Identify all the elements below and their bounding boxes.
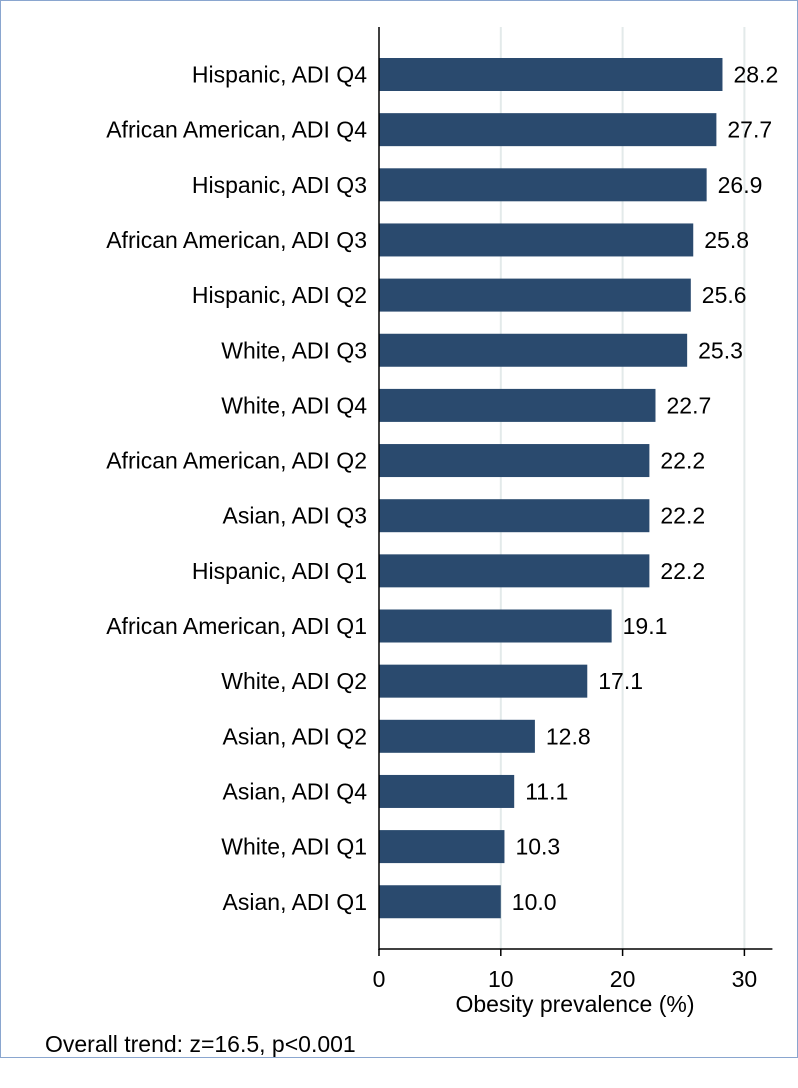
value-label: 22.2 — [660, 448, 705, 474]
category-label: African American, ADI Q1 — [106, 613, 367, 639]
x-axis-title: Obesity prevalence (%) — [455, 991, 694, 1017]
bar — [379, 388, 656, 422]
value-label: 25.3 — [698, 337, 743, 363]
bar — [379, 830, 505, 864]
value-label: 25.8 — [704, 227, 749, 253]
bar — [379, 168, 707, 202]
value-label: 10.3 — [515, 834, 560, 860]
bar — [379, 774, 515, 808]
bar-chart: Hispanic, ADI Q4 28.2 African American, AD… — [106, 27, 778, 1017]
category-label: White, ADI Q3 — [221, 337, 367, 363]
value-label: 12.8 — [546, 723, 591, 749]
category-label: African American, ADI Q2 — [106, 448, 367, 474]
bar — [379, 278, 691, 312]
bar — [379, 58, 723, 91]
value-label: 27.7 — [727, 117, 772, 143]
category-label: Asian, ADI Q1 — [223, 889, 367, 915]
category-label: Asian, ADI Q3 — [223, 503, 367, 529]
category-label: Hispanic, ADI Q2 — [192, 282, 367, 308]
chart-frame: Hispanic, ADI Q4 28.2 African American, AD… — [0, 0, 798, 1058]
category-label: African American, ADI Q3 — [106, 227, 367, 253]
value-label: 22.7 — [666, 392, 711, 418]
x-tick-label: 0 — [373, 966, 386, 992]
bar — [379, 444, 650, 478]
value-label: 26.9 — [718, 172, 763, 198]
category-label: Asian, ADI Q2 — [223, 723, 367, 749]
bar — [379, 719, 535, 753]
bar — [379, 664, 588, 698]
category-label: Hispanic, ADI Q1 — [192, 558, 367, 584]
category-label: African American, ADI Q4 — [106, 117, 367, 143]
value-label: 11.1 — [525, 778, 568, 804]
value-label: 17.1 — [598, 668, 643, 694]
value-label: 22.2 — [660, 503, 705, 529]
value-label: 19.1 — [623, 613, 668, 639]
value-label: 22.2 — [660, 558, 705, 584]
bar — [379, 499, 650, 533]
category-label: White, ADI Q1 — [221, 834, 367, 860]
category-label: White, ADI Q2 — [221, 668, 367, 694]
category-label: Hispanic, ADI Q3 — [192, 172, 367, 198]
bar — [379, 113, 717, 147]
value-label: 28.2 — [733, 62, 778, 88]
x-tick-label: 10 — [488, 966, 514, 992]
value-label: 10.0 — [512, 889, 557, 915]
bar — [379, 885, 501, 919]
bar — [379, 333, 688, 367]
value-label: 25.6 — [702, 282, 747, 308]
category-label: Hispanic, ADI Q4 — [192, 62, 367, 88]
x-tick-label: 30 — [732, 966, 758, 992]
category-label: White, ADI Q4 — [221, 392, 367, 418]
bar — [379, 223, 694, 257]
bar — [379, 554, 650, 588]
x-tick-label: 20 — [610, 966, 636, 992]
bar — [379, 609, 612, 643]
trend-footnote: Overall trend: z=16.5, p<0.001 — [45, 1031, 356, 1057]
category-label: Asian, ADI Q4 — [223, 778, 368, 804]
